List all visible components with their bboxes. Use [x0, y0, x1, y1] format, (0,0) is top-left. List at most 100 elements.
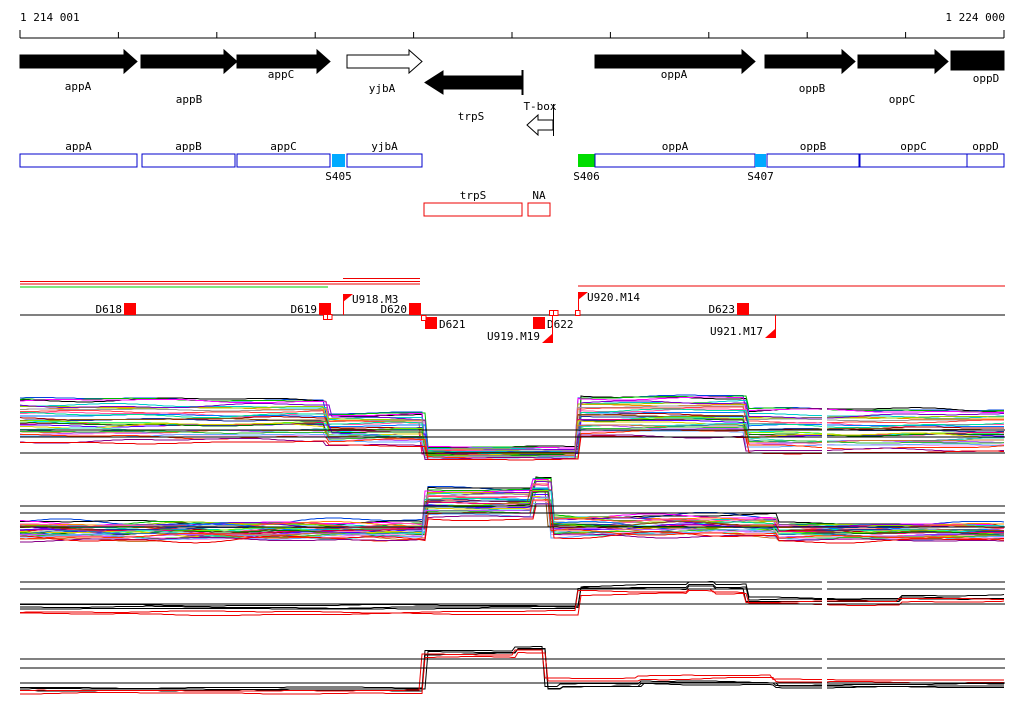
segment-box-appB[interactable] [141, 153, 236, 168]
segment-box-yjbA[interactable] [346, 153, 423, 168]
gene-arrow-appA[interactable] [19, 48, 138, 75]
segment-box-oppB[interactable] [766, 153, 860, 168]
gene-label-oppD: oppD [973, 72, 1000, 85]
profile-line [20, 405, 1004, 451]
coordinate-ruler [19, 30, 1005, 39]
marker-D621[interactable] [425, 317, 437, 329]
profile-line [20, 505, 1004, 544]
expression-track-3 [20, 576, 1005, 623]
gene-label-oppA: oppA [661, 68, 688, 81]
gene-arrow-yjbA[interactable] [346, 48, 423, 75]
profile-line [20, 420, 1004, 456]
profile-line [20, 503, 1004, 543]
segment-label-oppB: oppB [800, 140, 827, 153]
shift-flag-U921.M17[interactable] [765, 329, 775, 338]
open-square [575, 310, 581, 316]
probe-label-S405: S405 [325, 170, 352, 183]
marker-label-U921.M17: U921.M17 [710, 325, 763, 338]
marker-D620[interactable] [409, 303, 421, 315]
segment-row: appA appB appC S405 yjbA S406 oppA S407 oppB oppC… [19, 140, 1005, 183]
shift-flag-U920.M14[interactable] [578, 292, 588, 300]
gene-arrow-trpS[interactable] [424, 70, 524, 95]
coordinate-end: 1 224 000 [945, 11, 1005, 24]
probe-label-S406: S406 [573, 170, 600, 183]
profile-line [19, 481, 1004, 530]
gene-arrow-oppD[interactable] [950, 50, 1005, 71]
gene-label-appC: appC [268, 68, 295, 81]
gene-arrow-oppB[interactable] [764, 48, 856, 75]
transcript-box-NA[interactable] [527, 202, 551, 217]
gene-label-yjbA: yjbA [369, 82, 396, 95]
profile-line [20, 652, 1004, 695]
profile-line [20, 649, 1004, 692]
segment-label-appB: appB [175, 140, 202, 153]
gene-arrow-appC[interactable] [236, 48, 331, 75]
probe-S407[interactable] [755, 154, 766, 167]
expression-track-2 [19, 476, 1005, 544]
segment-box-oppA[interactable] [594, 153, 756, 168]
transcript-box-trpS[interactable] [423, 202, 523, 217]
marker-label-U918.M3: U918.M3 [352, 293, 398, 306]
gene-arrow-row: appA appB appC yjbA trpS oppA oppB oppC oppD [19, 48, 1005, 123]
gene-label-trpS: trpS [458, 110, 485, 123]
gene-arrow-appB[interactable] [140, 48, 238, 75]
expression-track-1 [19, 389, 1005, 465]
open-square [327, 314, 333, 320]
profile-line [20, 489, 1004, 534]
shift-marker-track: D618 D619 D620 D621 D622 D623 U918.M3 U919.M19 U… [20, 278, 1005, 343]
tbox-feature: T-box [523, 100, 557, 137]
segment-label-appA: appA [65, 140, 92, 153]
tbox-label: T-box [523, 100, 556, 113]
gene-label-appA: appA [65, 80, 92, 93]
coordinate-start: 1 214 001 [20, 11, 80, 24]
gene-label-oppC: oppC [889, 93, 916, 106]
probe-S405[interactable] [332, 154, 345, 167]
gene-label-appB: appB [176, 93, 203, 106]
open-square [421, 315, 427, 321]
segment-box-appA[interactable] [19, 153, 138, 168]
profile-line [20, 400, 1004, 451]
marker-label-U919.M19: U919.M19 [487, 330, 540, 343]
marker-label-D623: D623 [709, 303, 736, 316]
probe-S406[interactable] [578, 154, 595, 167]
profile-line [20, 584, 1004, 609]
marker-label-D620: D620 [381, 303, 408, 316]
profile-line [20, 590, 1005, 616]
transcript-label-trpS: trpS [460, 189, 487, 202]
gene-arrow-oppC[interactable] [857, 48, 949, 75]
segment-box-appC[interactable] [236, 153, 331, 168]
segment-box-oppC[interactable] [859, 153, 968, 168]
expression-track-4 [20, 636, 1005, 701]
shift-flag-U918.M3[interactable] [343, 294, 353, 302]
profile-line [20, 581, 1005, 607]
segment-label-oppD: oppD [972, 140, 999, 153]
transcript-row: trpS NA [423, 189, 551, 217]
gene-arrow-oppA[interactable] [594, 48, 756, 75]
marker-D619[interactable] [319, 303, 331, 315]
profile-line [20, 646, 1004, 689]
segment-label-appC: appC [270, 140, 297, 153]
profile-line [20, 588, 1004, 614]
marker-label-D619: D619 [291, 303, 318, 316]
marker-label-D621: D621 [439, 318, 466, 331]
shift-flag-U919.M19[interactable] [542, 334, 552, 343]
missing-data-gap [822, 389, 827, 465]
open-square [553, 310, 559, 316]
marker-D622[interactable] [533, 317, 545, 329]
profile-line [20, 434, 1004, 460]
marker-label-D622: D622 [547, 318, 574, 331]
tbox-arrow[interactable] [526, 113, 554, 137]
marker-label-U920.M14: U920.M14 [587, 291, 640, 304]
segment-label-oppC: oppC [900, 140, 927, 153]
marker-label-D618: D618 [96, 303, 123, 316]
marker-D623[interactable] [737, 303, 749, 315]
segment-label-yjbA: yjbA [371, 140, 398, 153]
segment-box-oppD[interactable] [966, 153, 1005, 168]
missing-data-gap [822, 636, 827, 701]
missing-data-gap [822, 576, 827, 623]
segment-label-oppA: oppA [662, 140, 689, 153]
profile-line [20, 426, 1005, 458]
marker-D618[interactable] [124, 303, 136, 315]
